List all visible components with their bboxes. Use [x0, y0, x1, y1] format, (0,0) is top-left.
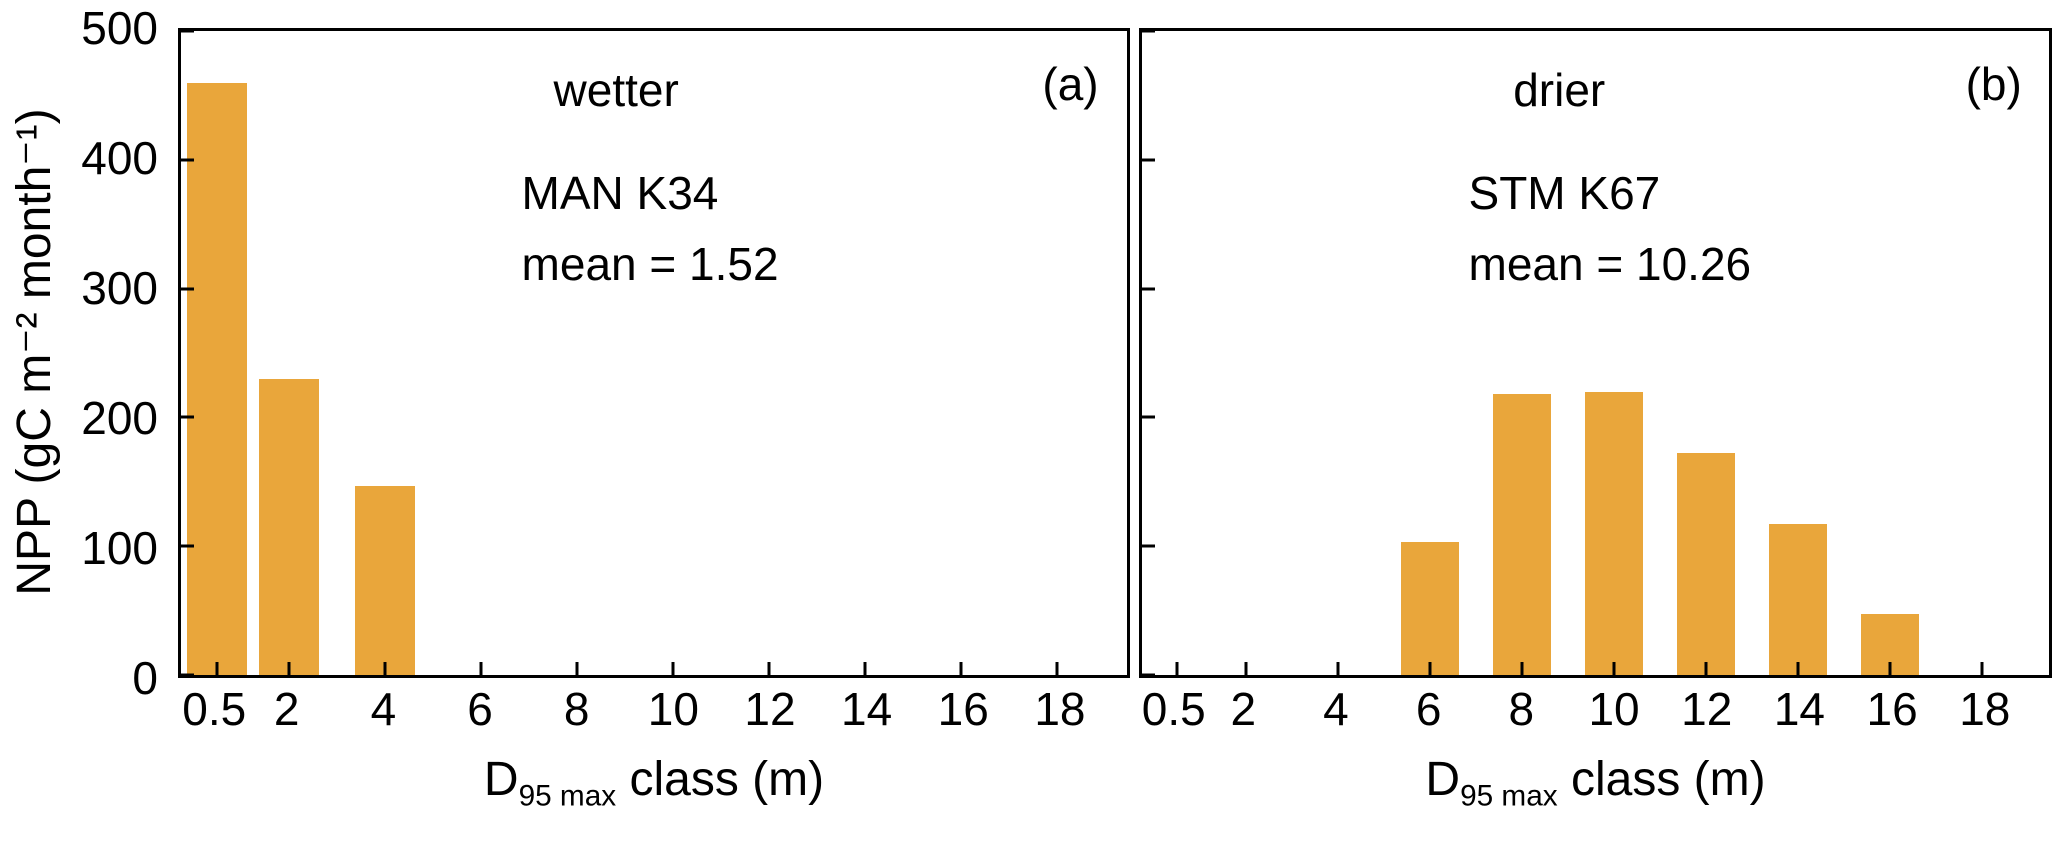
- panel-a: wetter (a) MAN K34 mean = 1.52 0.5 2 4 6 8 10…: [178, 28, 1130, 813]
- y-tick-label: 500: [81, 2, 158, 54]
- x-tick-mark: [215, 662, 219, 675]
- x-tick-mark: [1055, 662, 1059, 675]
- x-tick-mark: [1612, 662, 1616, 675]
- x-axis-tick-labels-a: 0.5 2 4 6 8 10 12 14 16 18: [178, 684, 1130, 744]
- x-tick-label: 16: [1866, 683, 1918, 735]
- panel-letter-b: (b): [1965, 57, 2022, 110]
- y-tick-label: 200: [81, 392, 158, 444]
- y-tick-label: 300: [81, 262, 158, 314]
- bar-class-2: [259, 378, 320, 675]
- x-tick-label: 0.5: [1141, 683, 1206, 735]
- x-tick-mark: [1336, 662, 1340, 675]
- y-tick-mark: [181, 544, 194, 548]
- x-tick-label: 16: [937, 683, 989, 735]
- y-tick-mark: [1142, 544, 1155, 548]
- x-tick-label: 2: [273, 683, 300, 735]
- x-tick-label: 0.5: [182, 683, 247, 735]
- bar-class-0.5: [187, 82, 248, 675]
- x-tick-label: 6: [467, 683, 493, 735]
- x-tick-label: 18: [1034, 683, 1086, 735]
- y-tick-mark: [181, 29, 194, 33]
- x-axis-label-a: D95 max class (m): [484, 752, 824, 814]
- bar-class-14: [1769, 524, 1827, 675]
- y-tick-label: 400: [81, 132, 158, 184]
- x-tick-label: 4: [370, 683, 397, 735]
- x-axis-label-subscript: 95 max: [1460, 779, 1558, 813]
- mean-label-b: mean = 10.26: [1468, 238, 1752, 291]
- bar-class-8: [1493, 394, 1551, 675]
- x-tick-mark: [863, 662, 867, 675]
- plot-area-a: wetter (a) MAN K34 mean = 1.52: [178, 28, 1130, 678]
- y-tick-mark: [181, 673, 194, 677]
- x-axis-label-base: D: [483, 753, 519, 806]
- panel-letter-a: (a): [1042, 57, 1099, 110]
- x-tick-mark: [1796, 662, 1800, 675]
- x-tick-label: 14: [1773, 683, 1825, 735]
- x-tick-mark: [287, 662, 291, 675]
- x-axis-label-base: D: [1425, 753, 1461, 806]
- x-tick-label: 12: [1681, 683, 1733, 735]
- x-tick-mark: [479, 662, 483, 675]
- x-tick-mark: [1428, 662, 1432, 675]
- y-tick-mark: [1142, 287, 1155, 291]
- x-tick-label: 6: [1415, 683, 1442, 735]
- x-tick-mark: [575, 662, 579, 675]
- mean-label-a: mean = 1.52: [521, 238, 779, 291]
- x-tick-label: 12: [744, 683, 796, 735]
- x-axis-label-rest: class (m): [616, 753, 825, 806]
- y-tick-mark: [181, 287, 194, 291]
- site-label-a: MAN K34: [521, 167, 719, 220]
- site-label-b: STM K67: [1468, 167, 1661, 220]
- condition-label-a: wetter: [553, 64, 679, 117]
- x-tick-mark: [1244, 662, 1248, 675]
- plot-area-b: drier (b) STM K67 mean = 10.26: [1139, 28, 2052, 678]
- y-tick-label: 100: [81, 522, 158, 574]
- panel-b: drier (b) STM K67 mean = 10.26 0.5 2 4 6 8 10…: [1139, 28, 2052, 813]
- bar-class-6: [1400, 542, 1459, 675]
- x-tick-label: 2: [1230, 683, 1257, 735]
- bar-class-12: [1677, 453, 1735, 675]
- x-axis-label-rest: class (m): [1557, 753, 1766, 806]
- x-tick-label: 4: [1323, 683, 1349, 735]
- x-axis-label-b: D95 max class (m): [1425, 752, 1765, 814]
- x-tick-mark: [1980, 662, 1984, 675]
- x-tick-mark: [1888, 662, 1892, 675]
- x-tick-mark: [383, 662, 387, 675]
- x-tick-mark: [959, 662, 963, 675]
- y-tick-mark: [1142, 29, 1155, 33]
- y-tick-mark: [181, 158, 194, 162]
- x-tick-label: 14: [841, 683, 893, 735]
- x-tick-label: 8: [563, 683, 590, 735]
- x-axis-label-subscript: 95 max: [518, 779, 617, 813]
- x-axis-tick-labels-b: 0.5 2 4 6 8 10 12 14 16 18: [1139, 684, 2052, 744]
- bar-class-10: [1585, 391, 1643, 675]
- bar-class-4: [355, 485, 416, 675]
- y-tick-mark: [1142, 673, 1155, 677]
- y-tick-label: 0: [132, 652, 158, 704]
- x-tick-mark: [671, 662, 675, 675]
- y-axis-tick-labels: 0 100 200 300 400 500: [0, 5, 168, 701]
- x-tick-label: 8: [1508, 683, 1535, 735]
- x-tick-label: 10: [1588, 683, 1640, 735]
- x-tick-mark: [1704, 662, 1708, 675]
- x-tick-mark: [767, 662, 771, 675]
- x-tick-mark: [1175, 662, 1179, 675]
- x-tick-label: 10: [647, 683, 699, 735]
- x-tick-label: 18: [1959, 683, 2011, 735]
- condition-label-b: drier: [1513, 64, 1606, 117]
- y-tick-mark: [1142, 158, 1155, 162]
- y-tick-mark: [1142, 415, 1155, 419]
- x-tick-mark: [1520, 662, 1524, 675]
- y-tick-mark: [181, 415, 194, 419]
